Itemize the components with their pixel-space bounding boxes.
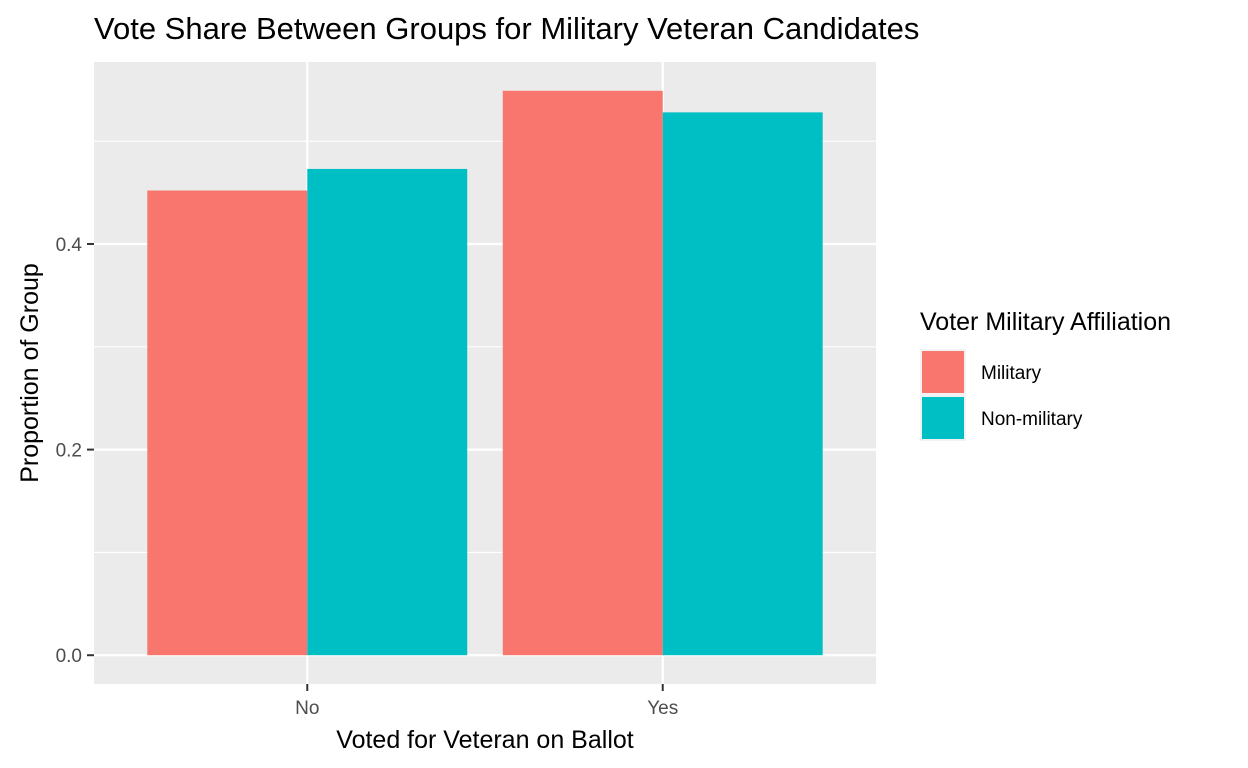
bar-military-yes [502, 90, 663, 656]
legend: Voter Military Affiliation Military Non-m… [920, 308, 1171, 441]
x-tick-label: Yes [647, 698, 678, 719]
bar-non-military-yes [662, 112, 823, 656]
bars [147, 90, 823, 656]
legend-label: Military [981, 363, 1042, 384]
y-tick-label: 0.4 [56, 235, 83, 256]
chart-title: Vote Share Between Groups for Military V… [94, 11, 919, 46]
legend-swatch [922, 351, 964, 393]
y-axis-title: Proportion of Group [16, 263, 44, 483]
y-axis: 0.0 0.2 0.4 [56, 235, 94, 667]
bar-non-military-no [307, 168, 468, 656]
legend-title: Voter Military Affiliation [920, 308, 1171, 336]
y-tick-label: 0.0 [56, 646, 82, 667]
legend-label: Non-military [981, 409, 1083, 430]
x-tick-label: No [295, 698, 319, 719]
x-axis: No Yes [295, 684, 678, 719]
x-axis-title: Voted for Veteran on Ballot [336, 726, 633, 754]
y-tick-label: 0.2 [56, 441, 82, 462]
legend-swatch [922, 397, 964, 439]
bar-military-no [147, 190, 308, 656]
